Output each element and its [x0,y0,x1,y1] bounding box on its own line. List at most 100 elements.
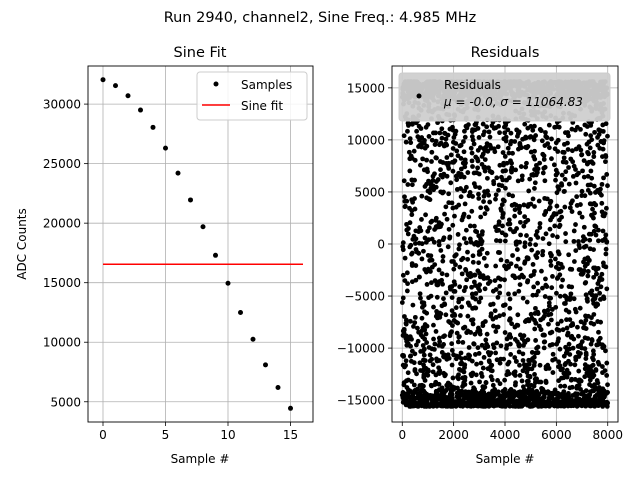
residual-point [552,356,558,362]
residual-point [566,341,572,347]
residual-point [539,268,544,274]
residual-point [400,295,406,301]
residual-point [411,324,416,329]
residual-point [540,332,546,338]
residual-point [399,392,405,398]
residual-point [582,374,588,380]
residual-point [532,180,538,186]
residual-point [434,282,440,288]
y-tick-label: 5000 [354,185,385,199]
residual-point [479,342,485,348]
residual-point [453,128,459,134]
residual-point [440,174,445,180]
residual-point [566,133,571,139]
residual-point [504,336,510,342]
sample-point [175,170,181,176]
residual-point [460,213,466,219]
residual-point [425,372,431,378]
residual-point [458,166,464,172]
residual-point [466,356,472,362]
residual-point [499,174,504,180]
residual-point [577,305,583,311]
residual-point [510,253,515,258]
residual-point [532,123,537,129]
residual-point [480,121,486,127]
residual-point [600,397,605,403]
residual-point [583,243,589,249]
y-tick-label: −15000 [337,394,385,408]
residual-point [446,319,452,324]
residual-point [409,251,414,257]
residual-point [456,246,462,252]
residual-point [473,291,479,296]
residual-point [542,294,548,299]
residual-point [510,193,516,199]
residual-point [597,275,603,281]
residual-point [468,380,474,386]
residual-point [412,241,418,246]
y-tick-label: 5000 [50,395,81,409]
residual-point [405,182,411,187]
residual-point [450,168,456,174]
residual-point [450,146,456,151]
residual-point [497,381,503,387]
residual-point [496,222,502,227]
residual-point [562,301,567,306]
residual-point [515,256,521,262]
residual-point [582,362,588,368]
residual-point [541,400,546,405]
residual-point [543,209,549,215]
residual-point [570,321,575,326]
residual-point [403,139,409,145]
residual-point [501,312,507,317]
residual-point [422,235,428,241]
residual-point [432,382,438,387]
residual-point [534,170,540,175]
residual-point [436,365,442,371]
residual-point [579,345,585,351]
residual-point [405,120,411,126]
x-tick-label: 4000 [490,428,521,442]
residual-point [463,123,469,129]
residual-point [513,167,519,173]
residual-point [576,239,581,244]
residual-point [400,272,406,278]
residual-point [478,205,484,211]
residual-point [572,127,578,133]
residual-point [418,126,424,131]
residual-point [522,135,528,141]
residual-point [488,145,494,151]
residual-point [445,399,451,404]
residual-point [417,225,423,230]
residual-point [553,256,558,262]
residual-point [587,145,593,151]
residual-point [433,217,439,223]
residual-point [404,288,410,294]
residual-point [424,195,430,201]
residual-point [503,138,509,144]
residual-point [549,342,555,347]
residual-point [570,198,575,204]
residual-point [579,214,585,220]
residual-point [448,180,454,186]
residual-point [476,240,481,246]
residual-point [527,373,533,379]
residual-point [533,133,539,138]
residual-point [590,206,595,212]
residual-point [433,155,439,161]
residual-point [421,248,426,254]
sample-point [238,309,243,315]
residual-point [541,339,547,345]
residual-point [493,224,498,230]
residual-point [478,214,484,220]
residual-point [469,291,475,297]
residual-point [444,155,450,160]
residual-point [559,284,564,289]
residual-point [577,210,583,216]
residual-point [428,269,433,274]
residual-point [441,235,447,241]
residual-point [557,363,563,369]
residual-point [583,292,589,298]
residual-point [599,271,605,277]
residual-point [481,389,487,395]
